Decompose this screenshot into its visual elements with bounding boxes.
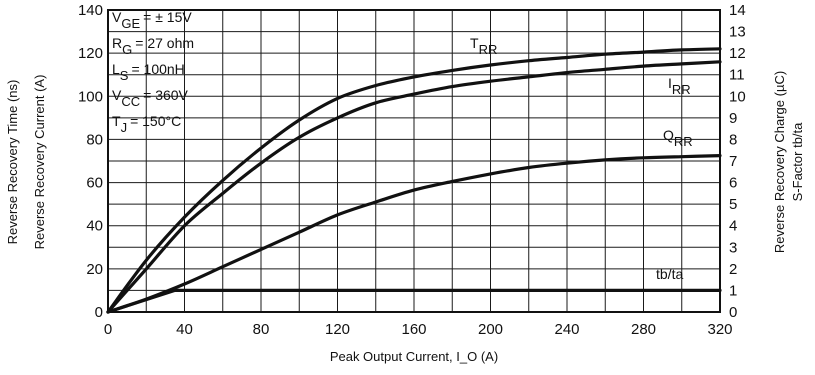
axis-titles: Peak Output Current, I_O (A) Reverse Rec…: [5, 71, 805, 364]
tick-labels: 0 40 80 120 160 200 240 280 32002040608010012014…: [78, 2, 746, 338]
y-left-tick-label: 100: [78, 88, 103, 105]
y-axis-title-right-outer: Reverse Recovery Charge (µC): [772, 71, 787, 253]
y-right-tick-label: 6: [729, 175, 737, 192]
y-left-tick-label: 60: [86, 175, 103, 192]
series-line-q-rr: [106, 154, 722, 314]
y-right-tick-label: 1: [729, 282, 737, 299]
plot-frame: [107, 9, 721, 313]
y-right-tick-label: 8: [729, 131, 737, 148]
y-right-tick-label: 2: [729, 261, 737, 278]
x-tick-label: 160: [401, 321, 426, 338]
condition-tj: TJ = 150°C: [112, 113, 181, 135]
test-conditions: VGE = ± 15V RG = 27 ohm LS = 100nH VCC = 360V TJ…: [112, 9, 194, 135]
y-right-tick-label: 14: [729, 2, 746, 19]
y-left-tick-label: 40: [86, 218, 103, 235]
x-tick-label: 80: [253, 321, 270, 338]
curves: [106, 47, 722, 314]
x-axis-title: Peak Output Current, I_O (A): [330, 349, 498, 364]
y-left-tick-label: 20: [86, 261, 103, 278]
series-label-tb-ta: tb/ta: [656, 266, 683, 282]
x-tick-label: 240: [554, 321, 579, 338]
gridlines: [108, 10, 720, 312]
series-label-q-rr: QRR: [663, 127, 693, 149]
series-label-i-rr: IRR: [668, 75, 691, 97]
x-tick-label: 200: [478, 321, 503, 338]
y-right-tick-label: 10: [729, 88, 746, 105]
y-right-tick-label: 11: [729, 67, 745, 84]
y-axis-title-right-inner: S-Factor tb/ta: [790, 122, 805, 202]
y-right-tick-label: 12: [729, 45, 746, 62]
y-right-tick-label: 3: [729, 239, 737, 256]
x-tick-label: 320: [707, 321, 732, 338]
y-right-tick-label: 13: [729, 24, 746, 41]
series-label-t-rr: TRR: [470, 35, 497, 57]
x-tick-label: 40: [176, 321, 193, 338]
y-axis-title-left-inner: Reverse Recovery Current (A): [32, 75, 47, 250]
y-left-tick-label: 80: [86, 131, 103, 148]
series-line-i-rr: [106, 60, 722, 314]
y-right-tick-label: 9: [729, 110, 737, 127]
y-left-tick-label: 140: [78, 2, 103, 19]
x-tick-label: 120: [325, 321, 350, 338]
y-left-tick-label: 120: [78, 45, 103, 62]
y-right-tick-label: 7: [729, 153, 737, 170]
y-axis-title-left-outer: Reverse Recovery Time (ns): [5, 80, 20, 245]
condition-vge: VGE = ± 15V: [112, 9, 192, 31]
x-tick-label: 280: [631, 321, 656, 338]
y-left-tick-label: 0: [95, 304, 103, 321]
condition-vcc: VCC = 360V: [112, 87, 189, 109]
condition-ls: LS = 100nH: [112, 61, 185, 83]
y-right-tick-label: 0: [729, 304, 737, 321]
curve-labels: TRR IRR QRR tb/ta: [470, 35, 693, 282]
y-right-tick-label: 4: [729, 218, 737, 235]
series-line-t-rr: [106, 47, 722, 314]
y-right-tick-label: 5: [729, 196, 737, 213]
condition-rg: RG = 27 ohm: [112, 35, 194, 57]
x-tick-label: 0: [104, 321, 112, 338]
series-line-tb-ta: [106, 288, 722, 314]
